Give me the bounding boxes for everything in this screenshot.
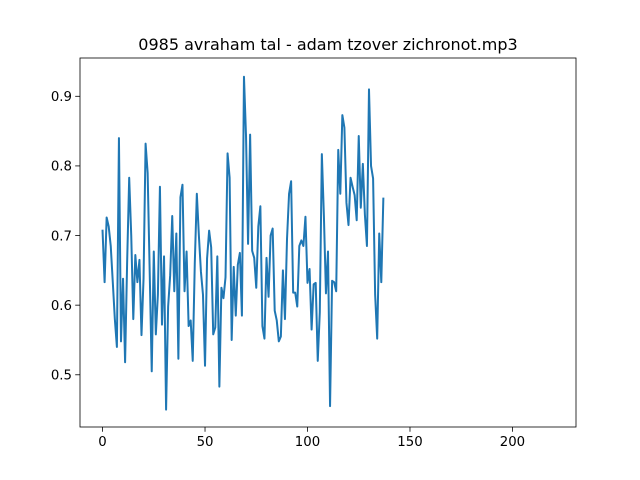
series-line-0 — [101, 75, 385, 411]
x-tick-label: 200 — [500, 435, 525, 450]
x-tick-label: 0 — [98, 435, 106, 450]
y-tick-label: 0.9 — [51, 90, 72, 105]
y-axis: 0.5 0.6 0.7 0.8 0.9 — [51, 90, 80, 384]
x-tick-label: 50 — [197, 435, 214, 450]
y-tick-label: 0.8 — [51, 160, 72, 175]
x-axis: 0 50 100 150 200 — [98, 427, 525, 450]
x-tick-label: 100 — [295, 435, 320, 450]
plot-area — [79, 57, 577, 428]
y-tick-label: 0.6 — [51, 299, 72, 314]
y-tick-label: 0.7 — [51, 229, 72, 244]
chart-title: 0985 avraham tal - adam tzover zichronot… — [138, 35, 517, 54]
plot-frame — [79, 57, 577, 428]
x-tick-label: 150 — [397, 435, 422, 450]
series-layer — [101, 75, 385, 411]
y-tick-label: 0.5 — [51, 369, 72, 384]
